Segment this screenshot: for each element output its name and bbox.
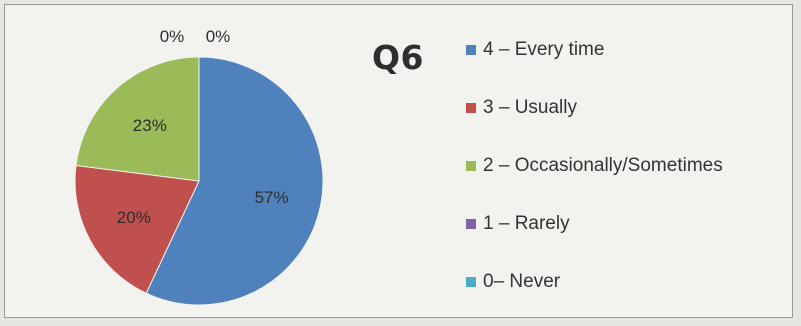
legend-label-3: 1 – Rarely (483, 213, 570, 234)
legend-item-3: 1 – Rarely (466, 212, 570, 236)
legend-label-0: 4 – Every time (483, 39, 605, 60)
slice-data-label-0: 57% (255, 188, 289, 207)
legend-item-2: 2 – Occasionally/Sometimes (466, 154, 723, 178)
legend-label-2: 2 – Occasionally/Sometimes (483, 155, 723, 176)
legend-swatch-4 (466, 277, 476, 287)
legend-label-4: 0– Never (483, 271, 561, 292)
legend-swatch-0 (466, 45, 476, 55)
pie-slice-1 (74, 164, 200, 294)
pie-slice-0 (145, 56, 324, 306)
legend-swatch-3 (466, 219, 476, 229)
pie-slice-2 (75, 56, 200, 182)
legend-item-1: 3 – Usually (466, 96, 577, 120)
slice-data-label-2: 23% (133, 116, 167, 135)
legend-item-0: 4 – Every time (466, 38, 604, 62)
chart-title: Q6 (372, 38, 425, 77)
legend-item-4: 0– Never (466, 270, 560, 294)
legend-label-1: 3 – Usually (483, 97, 577, 118)
slice-data-label-4: 0% (206, 27, 231, 46)
legend-swatch-1 (466, 103, 476, 113)
slice-data-label-3: 0% (160, 27, 185, 46)
legend-swatch-2 (466, 161, 476, 171)
slice-data-label-1: 20% (117, 208, 151, 227)
